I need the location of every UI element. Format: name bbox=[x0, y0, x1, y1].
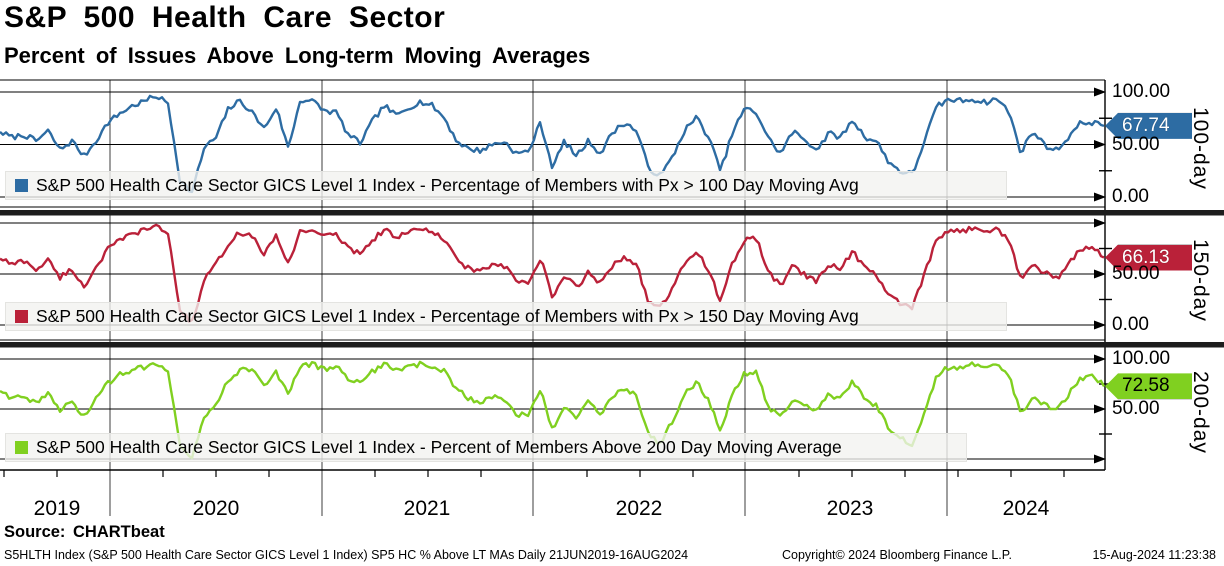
y-axis-label: 50.00 bbox=[1112, 398, 1160, 419]
legend-label: S&P 500 Health Care Sector GICS Level 1 … bbox=[36, 175, 859, 195]
last-value-badge-100day: 67.74 bbox=[1105, 112, 1192, 139]
legend-panel-150day: S&P 500 Health Care Sector GICS Level 1 … bbox=[5, 302, 1007, 331]
page-subtitle: Percent of Issues Above Long-term Moving… bbox=[4, 43, 591, 68]
panel-axis-title-200day: 200-day bbox=[1189, 370, 1212, 454]
panel-axis-title-100day: 100-day bbox=[1189, 106, 1212, 190]
legend-swatch-icon bbox=[15, 441, 28, 454]
panel-axis-title-150day: 150-day bbox=[1189, 238, 1212, 322]
y-axis-label: 0.00 bbox=[1112, 186, 1149, 207]
x-tick-label: 2024 bbox=[1002, 497, 1050, 520]
page-title: S&P 500 Health Care Sector bbox=[4, 1, 446, 34]
x-tick-label: 2021 bbox=[403, 497, 451, 520]
legend-swatch-icon bbox=[15, 310, 28, 323]
footer-description: S5HLTH Index (S&P 500 Health Care Sector… bbox=[4, 548, 689, 562]
legend-label: S&P 500 Health Care Sector GICS Level 1 … bbox=[36, 306, 859, 326]
x-tick-label: 2022 bbox=[615, 497, 663, 520]
last-value-badge-200day: 72.58 bbox=[1105, 373, 1192, 400]
footer-timestamp: 15-Aug-2024 11:23:38 bbox=[1092, 548, 1216, 562]
source-line: Source: CHARTbeat bbox=[4, 523, 165, 541]
x-tick-label: 2023 bbox=[826, 497, 874, 520]
legend-panel-200day: S&P 500 Health Care Sector GICS Level 1 … bbox=[5, 433, 967, 462]
legend-swatch-icon bbox=[15, 179, 28, 192]
y-axis-label: 100.00 bbox=[1112, 348, 1171, 369]
legend-panel-100day: S&P 500 Health Care Sector GICS Level 1 … bbox=[5, 171, 1007, 200]
y-axis-label: 100.00 bbox=[1112, 81, 1171, 102]
y-axis-label: 50.00 bbox=[1112, 263, 1160, 284]
x-tick-label: 2019 bbox=[33, 497, 81, 520]
last-value-badge-150day: 66.13 bbox=[1105, 244, 1192, 271]
x-tick-label: 2020 bbox=[192, 497, 240, 520]
y-axis-label: 0.00 bbox=[1112, 314, 1149, 335]
legend-label: S&P 500 Health Care Sector GICS Level 1 … bbox=[36, 437, 842, 457]
footer-copyright: Copyright© 2024 Bloomberg Finance L.P. bbox=[782, 548, 1012, 562]
y-axis-label: 50.00 bbox=[1112, 133, 1160, 155]
